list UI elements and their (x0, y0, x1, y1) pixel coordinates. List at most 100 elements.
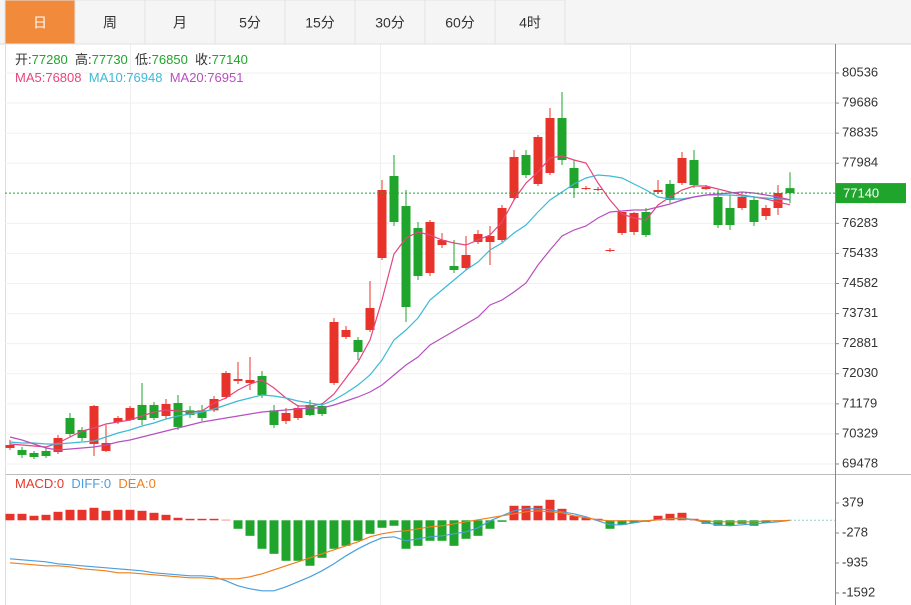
spacer (111, 476, 118, 491)
candle-body (437, 239, 447, 246)
candle-body (581, 188, 591, 190)
candle-body (5, 444, 15, 448)
price-label-box (836, 183, 906, 204)
macd-bar (413, 520, 423, 546)
candle-body (197, 410, 207, 418)
macd-bar (317, 520, 327, 558)
candle-body (617, 211, 627, 233)
candle-body (341, 329, 351, 337)
legend-value: 76948 (126, 70, 162, 85)
line (9, 510, 791, 580)
macd-bar (581, 517, 591, 521)
legend-label: 收: (195, 52, 212, 67)
legend-label: 低: (135, 52, 152, 67)
candle-body (233, 378, 243, 382)
candle-body (485, 236, 495, 243)
candle-body (725, 207, 735, 226)
candle-body (605, 250, 615, 252)
candle-body (773, 193, 783, 208)
line (9, 155, 791, 448)
macd-bar (377, 520, 387, 528)
macd-bar (557, 508, 567, 521)
macd-bar (461, 520, 471, 539)
tab-label[interactable]: 5分 (239, 15, 261, 31)
legend-label: MA5: (15, 70, 45, 85)
candle-body (509, 157, 519, 198)
macd-bar (437, 520, 447, 541)
candle-body (353, 339, 363, 352)
candle-body (545, 118, 555, 173)
legend-label: MA20: (170, 70, 208, 85)
macd-bar (449, 520, 459, 546)
candle-body (305, 404, 315, 415)
spacer (82, 70, 89, 85)
candle-body (521, 154, 531, 176)
candle-body (173, 402, 183, 427)
macd-bar (185, 518, 195, 521)
candle-body (365, 307, 375, 330)
y-tick-label: 73731 (842, 305, 878, 320)
macd-bar (341, 520, 351, 546)
candle-body (785, 188, 795, 194)
legend-label: 高: (75, 52, 92, 67)
candle-body (389, 175, 399, 222)
candle-body (209, 398, 219, 411)
legend: 开:77280 高:77730 低:76850 收:77140 (15, 52, 255, 67)
tab-label[interactable]: 月 (173, 15, 187, 31)
legend-value: 76808 (45, 70, 81, 85)
spacer (68, 52, 75, 67)
tab-label[interactable]: 日 (33, 15, 47, 31)
candle-body (185, 410, 195, 415)
candle-body (557, 118, 567, 161)
macd-bar (257, 520, 267, 549)
macd-bar (281, 520, 291, 561)
macd-bar (653, 515, 663, 521)
macd-bar (245, 520, 255, 536)
candle-body (257, 375, 267, 396)
candle-body (737, 197, 747, 208)
tab[interactable] (494, 0, 566, 45)
y-tick-label: 69478 (842, 455, 878, 470)
tab-label[interactable]: 15分 (305, 15, 335, 31)
candle-body (677, 158, 687, 183)
line (9, 508, 791, 592)
macd-bar (221, 519, 231, 521)
tab-label[interactable]: 4时 (519, 15, 541, 31)
candle-body (29, 452, 39, 457)
candle-body (449, 265, 459, 271)
y-tick-label: 72030 (842, 365, 878, 380)
candle-body (317, 405, 327, 414)
line (9, 174, 791, 445)
macd-bar (113, 509, 123, 521)
tab[interactable] (424, 0, 496, 45)
tab-label[interactable]: 周 (103, 15, 117, 31)
tab-label[interactable]: 30分 (375, 15, 405, 31)
y-tick-label: 76283 (842, 215, 878, 230)
legend-value: 76951 (207, 70, 243, 85)
candle-body (113, 417, 123, 422)
tab-label[interactable]: 60分 (445, 15, 475, 31)
macd-bar (425, 520, 435, 541)
legend-value: 76850 (152, 52, 188, 67)
macd-bar (149, 512, 159, 521)
tab[interactable] (214, 0, 286, 45)
macd-bar (725, 520, 735, 526)
macd-bar (65, 509, 75, 521)
candle-body (713, 197, 723, 226)
y-tick-label: 77984 (842, 155, 878, 170)
legend-value: 77730 (92, 52, 128, 67)
candle-body (497, 207, 507, 240)
candle-body (593, 189, 603, 191)
candle-body (653, 190, 663, 193)
candle-body (89, 405, 99, 444)
macd-bar (665, 513, 675, 521)
spacer (162, 70, 169, 85)
candle-body (377, 190, 387, 258)
macd-bar (125, 509, 135, 521)
macd-bar (209, 518, 219, 521)
y-tick-label: -935 (842, 554, 868, 569)
candle-body (473, 234, 483, 243)
candle-body (65, 417, 75, 435)
